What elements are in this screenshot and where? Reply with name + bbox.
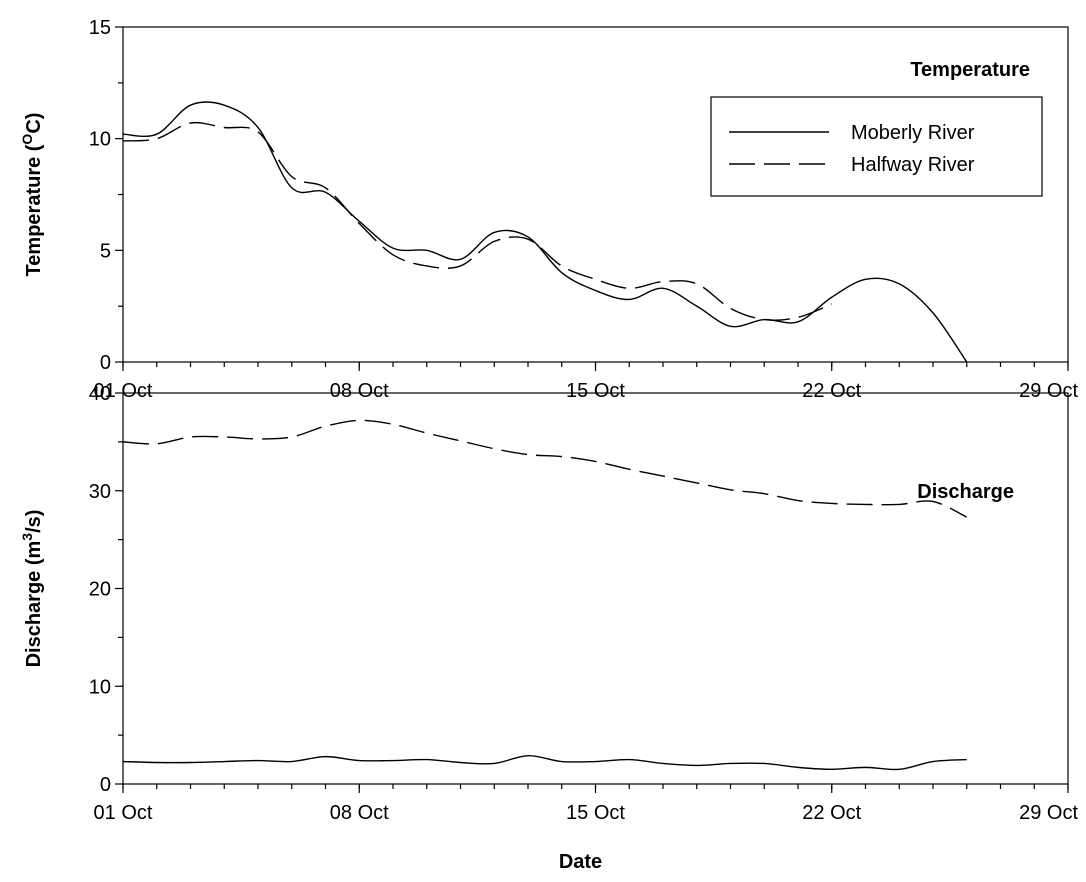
discharge-y-axis-title-tail: /s) <box>23 510 45 533</box>
temperature-x-tick-label: 29 Oct <box>1019 380 1078 402</box>
temperature-y-tick-label: 10 <box>89 129 111 151</box>
legend-label-halfway-river: Halfway River <box>851 154 975 176</box>
discharge-y-tick-label: 30 <box>89 481 111 503</box>
temperature-y-tick-label: 5 <box>100 240 111 262</box>
temperature-series-moberly-river <box>122 101 968 363</box>
discharge-y-tick-label: 40 <box>89 383 111 405</box>
legend-box <box>710 96 1043 197</box>
temperature-legend: Moberly River Halfway River <box>710 96 1043 197</box>
discharge-x-tick-label: 01 Oct <box>94 802 153 824</box>
temperature-y-tick-label: 0 <box>100 352 111 374</box>
discharge-plot-frame <box>122 392 1069 785</box>
temperature-x-tick-label: 01 Oct <box>94 380 153 402</box>
temperature-panel-title: Temperature <box>910 59 1030 81</box>
temperature-y-axis-title-tail: C) <box>23 113 45 134</box>
temperature-x-tick-label: 15 Oct <box>566 380 625 402</box>
discharge-y-tick-label: 0 <box>100 774 111 796</box>
discharge-series-halfway-river <box>122 419 968 518</box>
discharge-x-tick-label: 29 Oct <box>1019 802 1078 824</box>
discharge-series-moberly-river <box>122 754 967 771</box>
temperature-series-halfway-river <box>122 121 833 321</box>
temperature-chart: 0 5 10 15 01 Oct 08 Oct 15 Oct 22 Oct 29 Oct Temp… <box>19 17 1078 402</box>
temperature-x-tick-label: 08 Oct <box>330 380 389 402</box>
temperature-y-axis-title: Temperature (OC) <box>19 113 45 277</box>
discharge-x-axis-title: Date <box>559 851 602 873</box>
discharge-x-tick-label: 15 Oct <box>566 802 625 824</box>
discharge-y-tick-label: 10 <box>89 676 111 698</box>
temperature-y-axis-title-main: Temperature ( <box>23 144 45 276</box>
discharge-x-tick-label: 08 Oct <box>330 802 389 824</box>
discharge-y-axis-title: Discharge (m3/s) <box>19 510 45 668</box>
legend-label-moberly-river: Moberly River <box>851 122 975 144</box>
discharge-y-axis-title-sup: 3 <box>19 533 35 541</box>
temperature-x-tick-label: 22 Oct <box>802 380 861 402</box>
discharge-y-tick-label: 20 <box>89 579 111 601</box>
discharge-panel-title: Discharge <box>917 481 1014 503</box>
discharge-y-axis-title-main: Discharge (m <box>23 541 45 668</box>
temperature-y-tick-label: 15 <box>89 17 111 39</box>
discharge-x-tick-label: 22 Oct <box>802 802 861 824</box>
temperature-y-axis-title-sup: O <box>19 134 35 145</box>
